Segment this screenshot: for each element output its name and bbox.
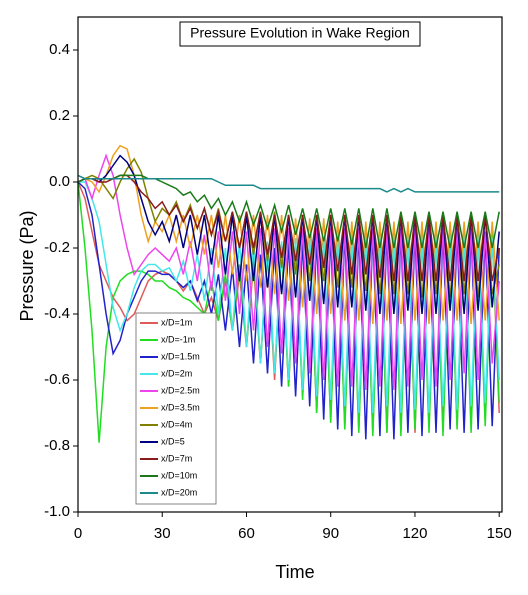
- plot-frame: [77, 16, 503, 513]
- series-line: [77, 174, 500, 193]
- legend-label: x/D=-1m: [161, 334, 195, 344]
- series-line: [77, 181, 500, 443]
- legend-label: x/D=1m: [161, 317, 192, 327]
- x-tick-label: 90: [322, 525, 339, 542]
- y-axis-label: Pressure (Pa): [17, 210, 37, 321]
- y-tick-label: -0.6: [44, 371, 70, 388]
- y-tick-label: 0.0: [49, 173, 70, 190]
- x-tick-label: 60: [238, 525, 255, 542]
- y-tick-label: -1.0: [44, 503, 70, 520]
- y-tick-label: -0.4: [44, 305, 70, 322]
- x-tick-label: 30: [154, 525, 171, 542]
- legend-label: x/D=2.5m: [161, 385, 200, 395]
- y-tick-label: -0.8: [44, 437, 70, 454]
- y-tick-label: 0.2: [49, 107, 70, 124]
- x-axis-label: Time: [275, 562, 314, 582]
- legend-label: x/D=4m: [161, 419, 192, 429]
- x-tick-label: 0: [74, 525, 82, 542]
- legend-label: x/D=3.5m: [161, 402, 200, 412]
- x-tick-label: 150: [487, 525, 512, 542]
- legend-label: x/D=1.5m: [161, 351, 200, 361]
- y-tick-label: -0.2: [44, 239, 70, 256]
- legend-label: x/D=20m: [161, 487, 197, 497]
- series-line: [77, 153, 500, 390]
- x-tick-label: 120: [402, 525, 427, 542]
- series-line: [77, 144, 500, 324]
- legend-label: x/D=7m: [161, 453, 192, 463]
- y-tick-label: 0.4: [49, 41, 70, 58]
- chart-title: Pressure Evolution in Wake Region: [190, 25, 410, 41]
- legend-label: x/D=5: [161, 436, 185, 446]
- series-line: [78, 181, 500, 414]
- title-box: [179, 21, 421, 47]
- legend-label: x/D=10m: [161, 470, 197, 480]
- legend-label: x/D=2m: [161, 368, 192, 378]
